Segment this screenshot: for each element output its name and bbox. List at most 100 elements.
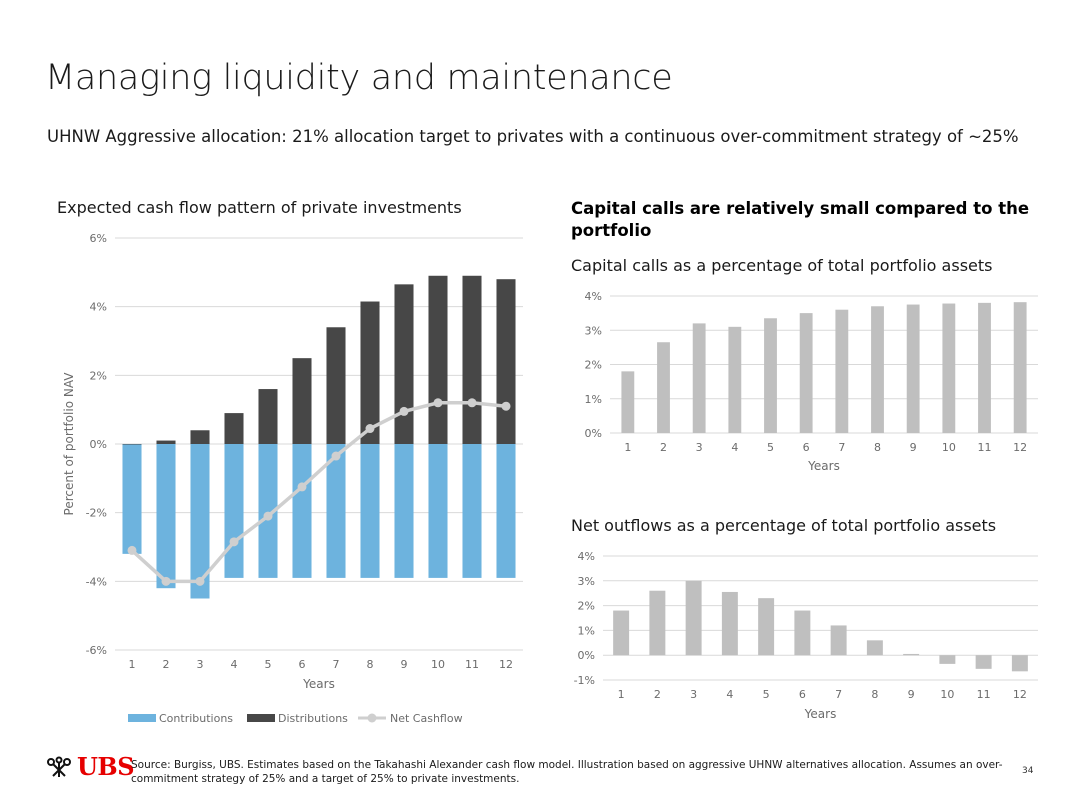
- net_outflows-value-bar: [1011, 655, 1028, 672]
- capital_calls-x-tick-label: 9: [910, 441, 917, 454]
- capital_calls-y-tick-label: 0%: [585, 427, 602, 440]
- net_outflows-value-bar: [866, 640, 883, 656]
- net_outflows-x-tick-label: 2: [654, 688, 661, 701]
- cashflow-net-cashflow-point: [433, 398, 443, 408]
- cashflow-net-cashflow-point: [297, 482, 307, 492]
- cashflow-distributions-bar: [462, 275, 482, 444]
- capital_calls-x-tick-label: 5: [767, 441, 774, 454]
- cashflow-contributions-bar: [224, 444, 244, 578]
- capital_calls-value-bar: [1013, 302, 1027, 433]
- net_outflows-y-tick-label: 4%: [578, 550, 595, 563]
- cashflow-y-tick-label: 2%: [90, 369, 107, 382]
- cashflow-x-tick-label: 1: [129, 658, 136, 671]
- capital_calls-x-tick-label: 6: [803, 441, 810, 454]
- source-note: Source: Burgiss, UBS. Estimates based on…: [131, 759, 1003, 785]
- cashflow-distributions-bar: [394, 284, 414, 444]
- cashflow-net-cashflow-point: [467, 398, 477, 408]
- cashflow-net-cashflow-point: [365, 424, 375, 434]
- cashflow-y-tick-label: 6%: [90, 232, 107, 245]
- cashflow-x-tick-label: 11: [465, 658, 479, 671]
- net_outflows-value-bar: [758, 598, 775, 656]
- net_outflows-x-tick-label: 10: [940, 688, 954, 701]
- net_outflows-x-axis-title: Years: [804, 707, 837, 721]
- net_outflows-value-bar: [975, 655, 992, 669]
- cashflow-x-tick-label: 10: [431, 658, 445, 671]
- net_outflows-value-bar: [794, 610, 811, 656]
- capital_calls-x-tick-label: 10: [942, 441, 956, 454]
- capital_calls-x-tick-label: 4: [731, 441, 738, 454]
- net_outflows-value-bar: [903, 653, 920, 656]
- legend-swatch-contributions: [128, 714, 156, 722]
- ubs-keys-icon: [47, 756, 71, 777]
- cashflow-net-cashflow-point: [501, 401, 511, 411]
- net_outflows-value-bar: [939, 655, 956, 664]
- cashflow-contributions-bar: [394, 444, 414, 578]
- net_outflows-x-tick-label: 11: [977, 688, 991, 701]
- capital_calls-y-tick-label: 4%: [585, 290, 602, 303]
- net_outflows-x-tick-label: 5: [763, 688, 770, 701]
- net_outflows-y-tick-label: 3%: [578, 575, 595, 588]
- capital_calls-value-bar: [799, 313, 813, 433]
- cashflow-x-tick-label: 12: [499, 658, 513, 671]
- cashflow-net-cashflow-point: [399, 406, 409, 416]
- cashflow-x-axis-title: Years: [302, 677, 335, 691]
- cashflow-net-cashflow-point: [127, 545, 137, 555]
- cashflow-distributions-bar: [190, 430, 210, 444]
- ubs-logo-text: UBS: [77, 752, 135, 781]
- capital_calls-value-bar: [692, 323, 706, 433]
- net_outflows-x-tick-label: 6: [799, 688, 806, 701]
- net_outflows-y-tick-label: 1%: [578, 624, 595, 637]
- legend-label-contributions: Contributions: [159, 712, 233, 725]
- cashflow-distributions-bar: [360, 301, 380, 444]
- page-number: 34: [1022, 766, 1034, 776]
- cashflow-net-cashflow-line: [130, 401, 507, 584]
- capital_calls-value-bar: [978, 302, 991, 433]
- cashflow-contributions-bar: [360, 444, 380, 578]
- capital_calls-value-bar: [871, 306, 884, 433]
- cashflow-x-tick-label: 6: [299, 658, 306, 671]
- legend-label-distributions: Distributions: [278, 712, 348, 725]
- cashflow-contributions-bar: [292, 444, 312, 578]
- capital_calls-y-tick-label: 3%: [585, 324, 602, 337]
- cashflow-x-tick-label: 3: [197, 658, 204, 671]
- cashflow-x-tick-label: 2: [163, 658, 170, 671]
- capital_calls-value-bar: [906, 304, 920, 433]
- cashflow-x-tick-label: 7: [333, 658, 340, 671]
- cashflow-distributions-bar: [292, 358, 312, 444]
- net_outflows-value-bar: [721, 591, 738, 656]
- legend-label-net-cashflow: Net Cashflow: [390, 712, 463, 725]
- net_outflows-x-tick-label: 1: [618, 688, 625, 701]
- capital_calls-value-bar: [942, 303, 956, 433]
- capital_calls-x-tick-label: 1: [624, 441, 631, 454]
- cashflow-y-axis-title: Percent of portfolio NAV: [62, 372, 76, 516]
- page-subtitle: UHNW Aggressive allocation: 21% allocati…: [47, 127, 1019, 146]
- net_outflows-y-tick-label: -1%: [574, 674, 595, 687]
- page-title: Managing liquidity and maintenance: [45, 58, 673, 98]
- capital-calls-chart-title: Capital calls as a percentage of total p…: [571, 256, 993, 275]
- cashflow-distributions-bar: [258, 389, 278, 444]
- net_outflows-x-tick-label: 8: [871, 688, 878, 701]
- cashflow-distributions-bar: [224, 413, 244, 444]
- capital_calls-x-tick-label: 3: [696, 441, 703, 454]
- legend-swatch-distributions: [247, 714, 275, 722]
- capital_calls-x-tick-label: 7: [838, 441, 845, 454]
- capital_calls-y-tick-label: 1%: [585, 393, 602, 406]
- cashflow-y-tick-label: -6%: [86, 644, 107, 657]
- capital_calls-x-tick-label: 11: [978, 441, 992, 454]
- cashflow-distributions-bar: [428, 275, 448, 444]
- capital_calls-value-bar: [728, 326, 742, 433]
- cashflow-net-cashflow-point: [263, 511, 273, 521]
- net_outflows-x-tick-label: 9: [908, 688, 915, 701]
- cashflow-distributions-bar: [326, 327, 346, 444]
- cashflow-net-cashflow-point: [331, 451, 341, 461]
- net_outflows-y-tick-label: 2%: [578, 600, 595, 613]
- capital_calls-x-tick-label: 12: [1013, 441, 1027, 454]
- capital_calls-x-tick-label: 8: [874, 441, 881, 454]
- net_outflows-value-bar: [830, 625, 847, 656]
- cashflow-x-tick-label: 8: [367, 658, 374, 671]
- cashflow-x-tick-label: 9: [401, 658, 408, 671]
- ubs-logo: UBS: [45, 752, 135, 781]
- cashflow-y-tick-label: -4%: [86, 575, 107, 588]
- cashflow-contributions-bar: [326, 444, 346, 578]
